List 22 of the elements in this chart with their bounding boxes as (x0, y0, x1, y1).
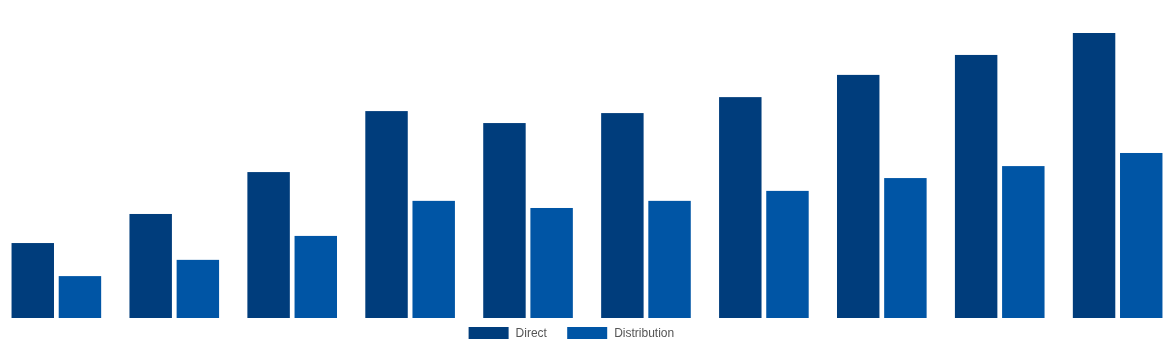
bar (247, 172, 290, 318)
bar (1120, 152, 1163, 318)
bar (58, 276, 102, 318)
bar (719, 97, 762, 318)
legend-label: Distribution (614, 326, 675, 340)
bar (294, 235, 337, 318)
bar (954, 54, 998, 318)
bar (11, 243, 54, 318)
bar (176, 259, 220, 318)
bar (648, 200, 691, 318)
bar (601, 113, 644, 318)
bar (884, 178, 927, 318)
bar (412, 200, 455, 318)
bar (766, 190, 809, 318)
bar (365, 111, 408, 318)
bar (483, 123, 526, 318)
bar (129, 213, 172, 318)
bar (530, 207, 573, 318)
bar (1002, 166, 1045, 318)
bar (837, 74, 880, 318)
legend-label: Direct (515, 326, 548, 340)
bar (1072, 33, 1116, 318)
